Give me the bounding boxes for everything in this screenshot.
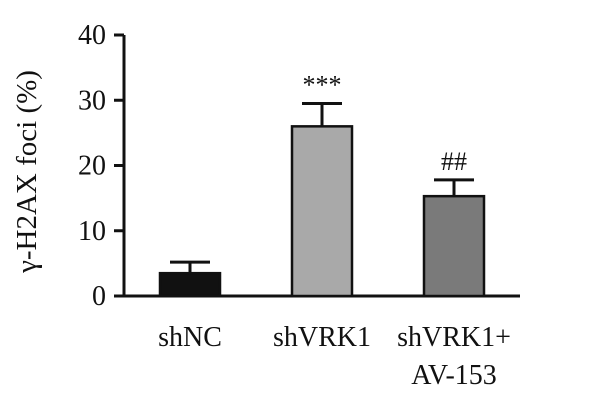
x-tick-label: shVRK1+ AV-153: [397, 322, 511, 391]
axes: 0 10 20 30 40 γ-H2AX foci (%): [11, 20, 520, 312]
bar: [290, 125, 354, 298]
significance-annotation: ***: [303, 71, 342, 100]
x-tick-label: shVRK1: [273, 322, 371, 353]
y-tick-label: 30: [78, 85, 106, 116]
y-tick-label: 10: [78, 216, 106, 247]
bars: *** ##: [158, 71, 486, 298]
y-tick-label: 40: [78, 20, 106, 51]
y-axis-label: γ-H2AX foci (%): [11, 70, 43, 274]
y-tick-label: 0: [92, 281, 106, 312]
bar: [422, 194, 486, 298]
significance-annotation: ##: [441, 147, 467, 176]
bar: [158, 271, 222, 298]
x-tick-label: shNC: [158, 322, 222, 353]
y-ticks: 0 10 20 30 40: [78, 20, 124, 312]
y-tick-label: 20: [78, 151, 106, 182]
x-axis-labels: shNC shVRK1 shVRK1+ AV-153: [158, 322, 511, 391]
